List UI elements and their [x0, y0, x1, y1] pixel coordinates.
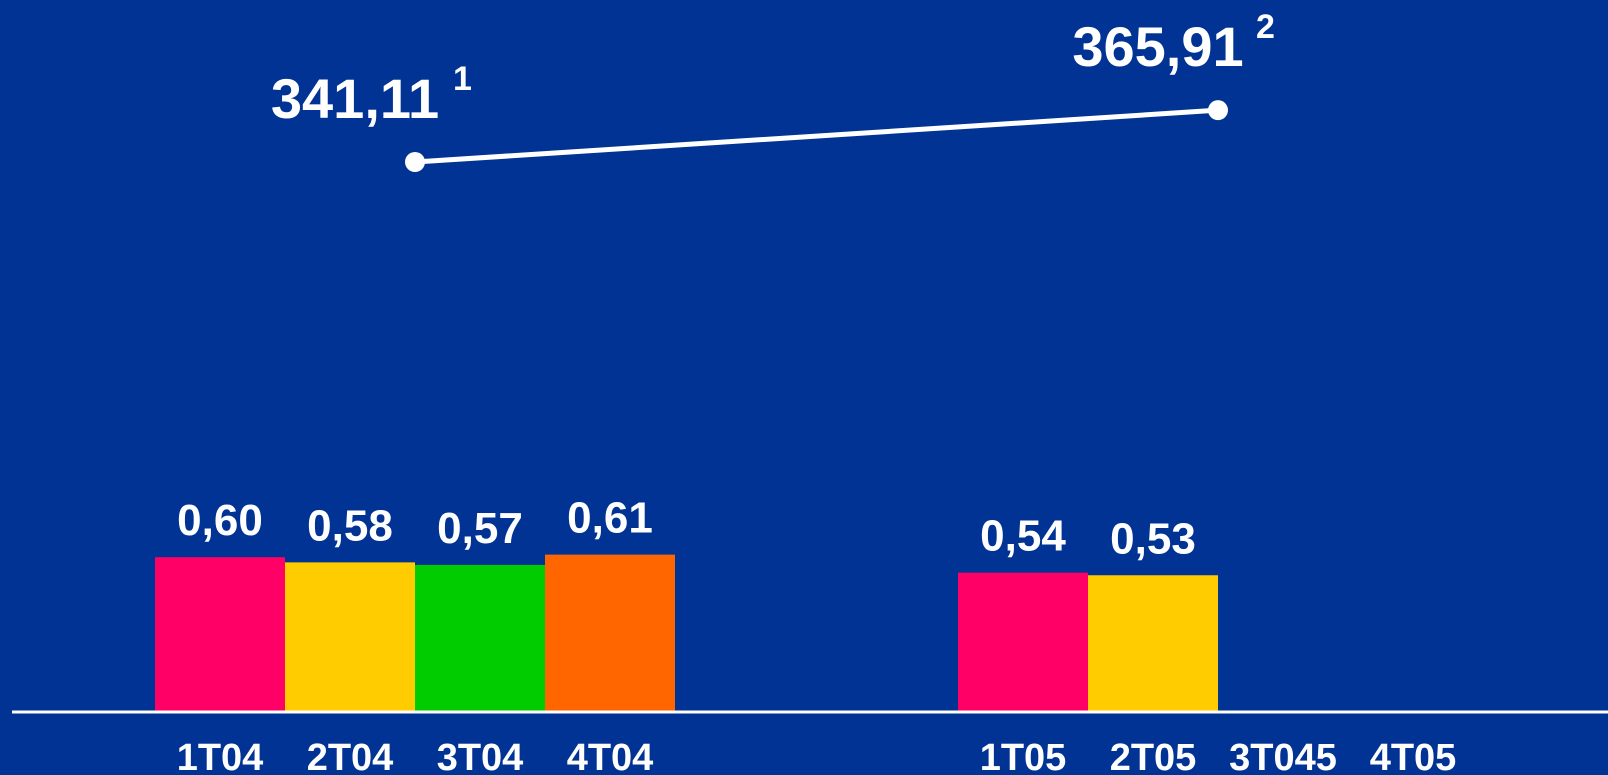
x-axis-tick-labels: 1T04 2T04 3T04 4T04 1T05 2T05 3T045 4T05 [177, 737, 1457, 775]
x-tick-label-4t05: 4T05 [1370, 737, 1457, 775]
bar-value-label-1t04: 0,60 [177, 496, 263, 545]
bar-value-label-1t05: 0,54 [980, 512, 1066, 561]
x-tick-label-4t04: 4T04 [567, 737, 654, 775]
bar-2t04 [285, 562, 415, 712]
line-point-footnote-1: 1 [453, 60, 472, 98]
bar-value-label-2t05: 0,53 [1110, 514, 1196, 563]
bars [155, 554, 1218, 712]
x-tick-label-2t04: 2T04 [307, 737, 394, 775]
line-segment [414, 107, 1219, 165]
x-tick-label-1t04: 1T04 [177, 737, 264, 775]
bar-4t04 [545, 554, 675, 712]
bar-1t05 [958, 572, 1088, 712]
x-tick-label-2t05: 2T05 [1110, 737, 1197, 775]
x-tick-label-3t04: 3T04 [437, 737, 524, 775]
line-series: 341,11 1 365,91 2 [271, 8, 1275, 172]
bar-3t04 [415, 564, 545, 712]
bar-value-label-2t04: 0,58 [307, 501, 393, 550]
line-point-2 [1208, 100, 1228, 121]
line-point-label-2: 365,91 [1072, 15, 1243, 78]
bar-2t05 [1088, 575, 1218, 712]
line-point-1 [405, 152, 425, 172]
x-tick-label-1t05: 1T05 [980, 737, 1067, 775]
bar-1t04 [155, 557, 285, 712]
bar-value-label-4t04: 0,61 [567, 494, 653, 543]
line-point-label-1: 341,11 [271, 67, 439, 130]
bar-value-label-3t04: 0,57 [437, 504, 523, 553]
bar-value-labels: 0,60 0,58 0,57 0,61 0,54 0,53 [177, 494, 1196, 564]
line-point-footnote-2: 2 [1256, 8, 1275, 46]
x-tick-label-3t045: 3T045 [1229, 737, 1337, 775]
